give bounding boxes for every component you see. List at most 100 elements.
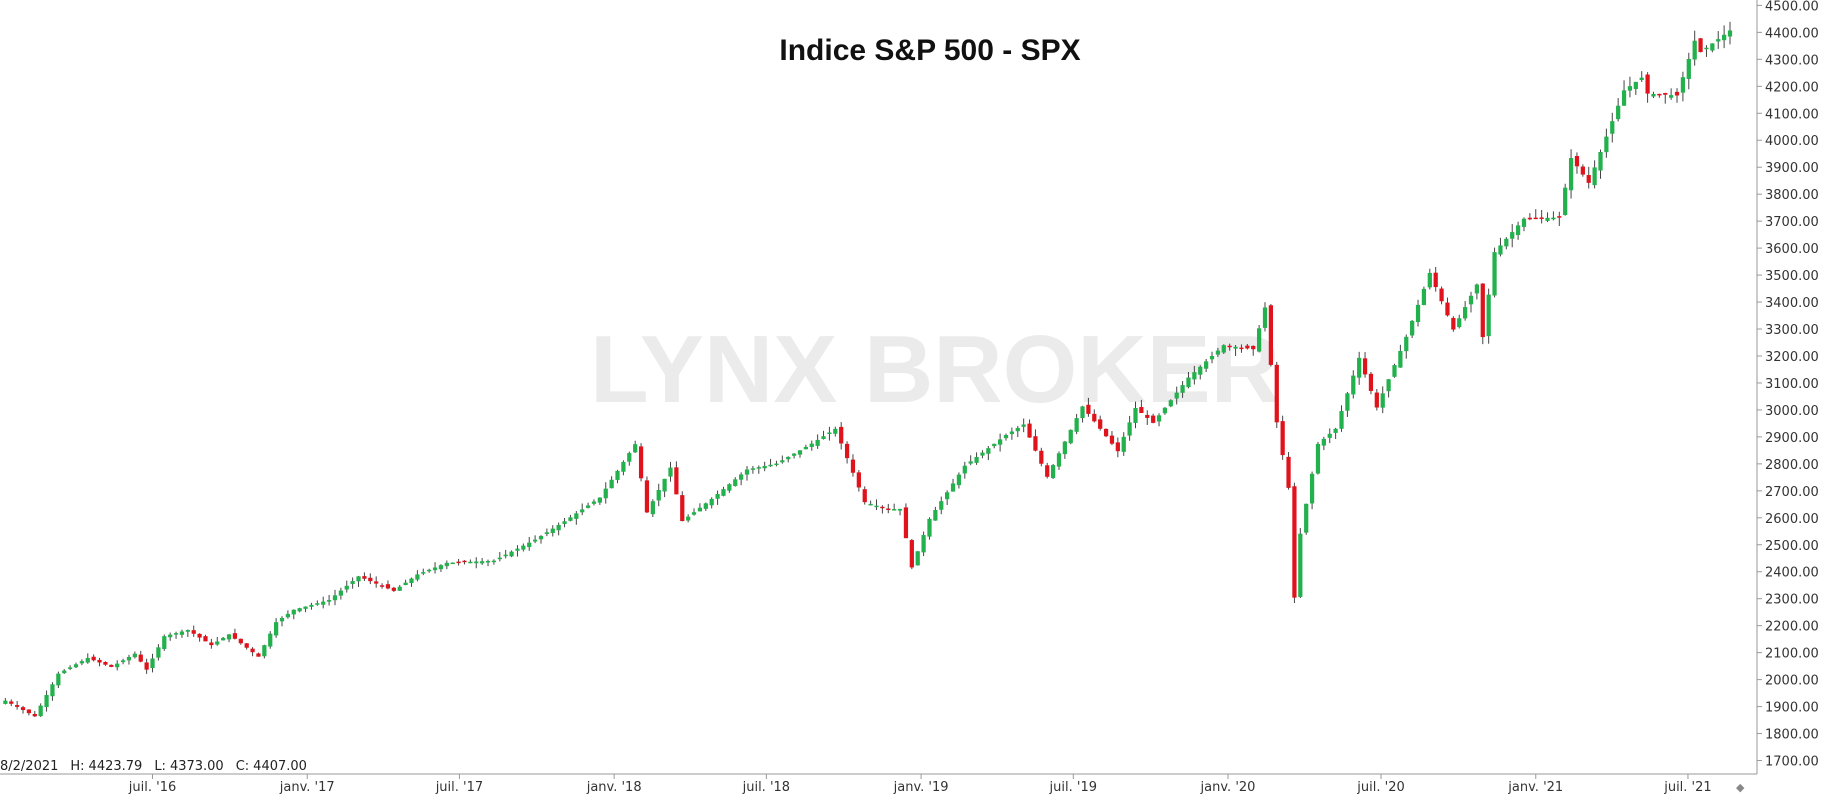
y-tick-label: 1700.00 xyxy=(1765,755,1819,770)
candle-up xyxy=(1710,43,1715,51)
candle-up xyxy=(1386,379,1391,392)
candle-up xyxy=(338,590,343,596)
candle-up xyxy=(1598,152,1603,171)
candle-up xyxy=(162,636,167,650)
candle-up xyxy=(956,474,962,486)
candle-up xyxy=(438,565,444,570)
candle-down xyxy=(26,709,32,714)
candle-up xyxy=(809,443,814,447)
candle-up xyxy=(1074,418,1079,432)
candle-up xyxy=(432,567,438,571)
candle-up xyxy=(627,453,632,462)
candle-up xyxy=(1716,39,1721,42)
candle-up xyxy=(791,453,797,456)
candle-up xyxy=(215,641,220,645)
candle-down xyxy=(191,630,196,634)
candle-up xyxy=(550,528,555,533)
candle-up xyxy=(1633,81,1638,90)
candle-up xyxy=(274,622,279,636)
scroll-arrow-icon[interactable]: ◆ xyxy=(1736,781,1745,794)
candle-up xyxy=(173,633,179,635)
candle-down xyxy=(1245,345,1250,349)
candle-up xyxy=(1174,392,1179,399)
x-tick-label: juil. '21 xyxy=(1663,780,1711,794)
candle-up xyxy=(1015,427,1020,432)
y-tick-label: 3000.00 xyxy=(1765,404,1819,419)
candle-up xyxy=(1515,225,1521,236)
candle-up xyxy=(1410,320,1415,336)
candle-up xyxy=(491,560,497,563)
y-tick-label: 2600.00 xyxy=(1765,512,1819,527)
candle-up xyxy=(556,524,561,531)
candle-up xyxy=(544,532,550,535)
candle-up xyxy=(1727,30,1733,37)
candle-up xyxy=(580,509,585,513)
y-tick-label: 4500.00 xyxy=(1765,0,1819,14)
candle-up xyxy=(568,517,573,521)
y-tick-label: 2900.00 xyxy=(1765,431,1819,446)
y-tick-label: 2400.00 xyxy=(1765,566,1819,581)
candle-down xyxy=(674,467,679,495)
candle-up xyxy=(474,561,479,564)
candle-down xyxy=(1580,166,1585,175)
candle-up xyxy=(1492,252,1497,296)
candle-up xyxy=(67,667,73,669)
candle-up xyxy=(1192,372,1197,380)
candle-up xyxy=(691,512,697,515)
candle-up xyxy=(120,660,126,663)
candle-down xyxy=(391,587,396,591)
candle-down xyxy=(1574,155,1580,167)
candle-down xyxy=(1151,415,1156,423)
candles-layer xyxy=(3,21,1733,718)
candle-down xyxy=(1145,414,1150,418)
candle-up xyxy=(1068,429,1073,444)
ohlc-info-line: 8/2/2021 H: 4423.79 L: 4373.00 C: 4407.00 xyxy=(0,759,307,774)
candle-up xyxy=(762,465,767,469)
y-tick-label: 3800.00 xyxy=(1765,188,1819,203)
candle-up xyxy=(503,554,508,557)
candle-down xyxy=(15,705,20,707)
candle-up xyxy=(1351,375,1356,395)
candle-down xyxy=(1280,421,1285,456)
candle-up xyxy=(62,670,67,674)
candle-down xyxy=(1374,392,1379,408)
candle-up xyxy=(421,572,426,574)
x-tick-label: juil. '16 xyxy=(128,780,176,794)
candle-down xyxy=(1086,404,1091,414)
candle-up xyxy=(803,446,808,450)
info-close: 4407.00 xyxy=(253,759,307,774)
candle-down xyxy=(903,507,909,539)
candle-up xyxy=(1056,453,1062,467)
candle-down xyxy=(1103,428,1109,437)
candle-up xyxy=(1563,187,1568,216)
candle-down xyxy=(1045,465,1050,477)
candle-up xyxy=(927,518,932,537)
candle-down xyxy=(638,446,644,479)
candle-up xyxy=(1468,295,1474,305)
candle-up xyxy=(1669,95,1674,98)
candle-up xyxy=(1180,385,1185,393)
candle-up xyxy=(715,494,720,499)
candle-up xyxy=(962,465,967,474)
candle-down xyxy=(856,472,861,488)
candle-up xyxy=(585,505,591,508)
x-tick-label: juil. '18 xyxy=(742,780,790,794)
candle-up xyxy=(709,498,714,506)
candle-down xyxy=(1139,407,1144,413)
candle-down xyxy=(909,540,914,568)
candle-up xyxy=(650,501,655,515)
candle-up xyxy=(226,634,232,640)
candle-up xyxy=(815,439,820,446)
candle-up xyxy=(497,557,502,560)
candle-up xyxy=(986,448,991,454)
candle-up xyxy=(126,657,132,661)
candle-up xyxy=(444,562,449,567)
candle-up xyxy=(85,658,90,663)
candle-up xyxy=(633,444,638,453)
candle-up xyxy=(797,450,803,455)
candle-down xyxy=(1645,74,1650,94)
candle-down xyxy=(886,508,891,511)
candle-up xyxy=(480,561,485,564)
candle-up xyxy=(44,694,49,708)
candle-up xyxy=(768,464,773,467)
